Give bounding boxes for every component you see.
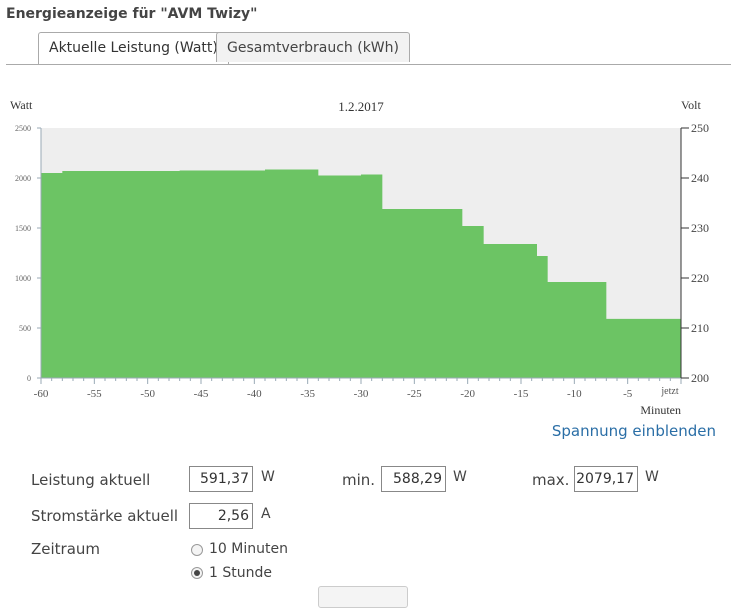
max-unit: W (645, 469, 659, 485)
radio-1-stunde-label[interactable]: 1 Stunde (209, 565, 272, 581)
y-tick-label: 2000 (15, 174, 31, 183)
zeitraum-label: Zeitraum (31, 540, 101, 558)
y2-axis-label: Volt (681, 98, 701, 112)
y2-tick-label: 210 (691, 321, 709, 335)
chart-title: 1.2.2017 (338, 99, 384, 114)
y-tick-label: 1500 (15, 224, 31, 233)
power-chart: -60 -55 -50 -45 -40 -35 -30 -25 -20 -15 -10 -5 jetzt… (10, 98, 709, 417)
y2-tick-label: 240 (691, 171, 709, 185)
leistung-aktuell-label: Leistung aktuell (31, 471, 151, 489)
x-tick-label: -40 (247, 388, 262, 400)
y2-tick-label: 220 (691, 271, 709, 285)
x-tick-label: -55 (87, 388, 102, 400)
stromstaerke-value: 2,56 (189, 503, 253, 529)
x-tick-label: -30 (354, 388, 369, 400)
series-area-0 (41, 169, 681, 378)
x-tick-label: -45 (194, 388, 209, 400)
radio-10-minuten[interactable] (191, 544, 203, 556)
tab-bar: Aktuelle Leistung (Watt) Gesamtverbrauch… (6, 32, 731, 65)
stromstaerke-unit: A (261, 506, 271, 522)
min-value: 588,29 (381, 466, 446, 492)
leistung-aktuell-value: 591,37 (189, 466, 253, 492)
x-axis-label: Minuten (640, 403, 681, 417)
spannung-einblenden-link[interactable]: Spannung einblenden (551, 422, 716, 440)
y2-tick-label: 230 (691, 221, 709, 235)
tab-aktuelle-leistung[interactable]: Aktuelle Leistung (Watt) (38, 32, 229, 64)
y-axis-label: Watt (10, 98, 33, 112)
radio-1-stunde[interactable] (191, 567, 203, 579)
x-tick-label: -35 (300, 388, 315, 400)
leistung-unit: W (261, 469, 275, 485)
x-tick-label: -60 (34, 388, 49, 400)
page-title: Energieanzeige für "AVM Twizy" (6, 6, 258, 22)
x-tick-label: jetzt (660, 386, 678, 397)
x-tick-label: -5 (623, 388, 633, 400)
x-tick-label: -15 (514, 388, 529, 400)
min-label: min. (342, 471, 376, 489)
stromstaerke-label: Stromstärke aktuell (31, 507, 179, 525)
y-tick-label: 2500 (15, 124, 31, 133)
max-label: max. (532, 471, 570, 489)
x-tick-label: -50 (140, 388, 155, 400)
min-unit: W (453, 469, 467, 485)
y-tick-label: 500 (19, 324, 31, 333)
y-tick-label: 0 (27, 374, 31, 383)
y2-tick-label: 250 (691, 121, 709, 135)
radio-10-minuten-label[interactable]: 10 Minuten (209, 541, 288, 557)
y2-tick-label: 200 (691, 371, 709, 385)
x-tick-label: -25 (407, 388, 422, 400)
tab-gesamtverbrauch[interactable]: Gesamtverbrauch (kWh) (216, 32, 410, 62)
x-tick-label: -20 (460, 388, 475, 400)
apply-button[interactable] (318, 586, 408, 608)
x-tick-label: -10 (567, 388, 582, 400)
max-value: 2079,17 (574, 466, 638, 492)
y-tick-label: 1000 (15, 274, 31, 283)
